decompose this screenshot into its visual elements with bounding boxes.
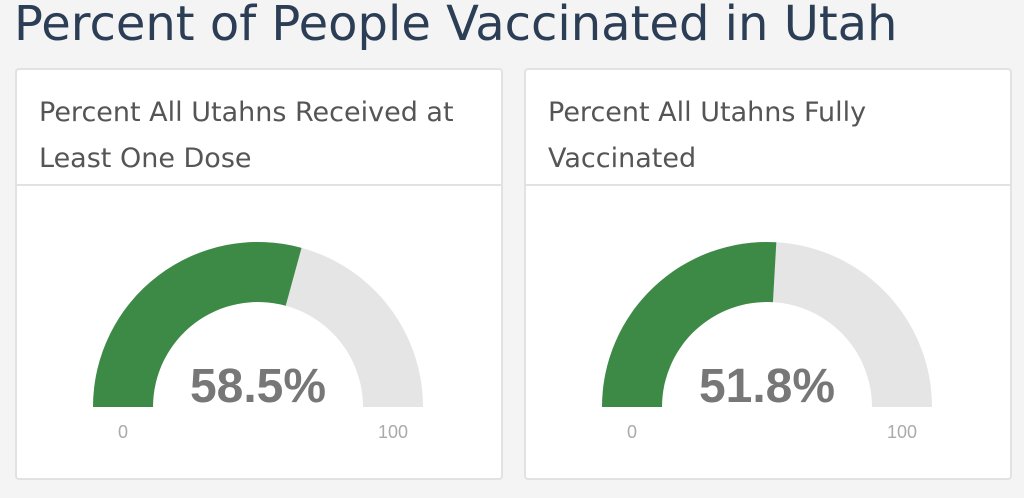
gauge: 58.5% 0 100 <box>93 242 423 442</box>
value-label: 51.8% <box>699 360 835 413</box>
tick-label: 100 <box>378 422 408 442</box>
gauge-card: Percent All Utahns Fully Vaccinated 51.8… <box>524 68 1012 480</box>
card-title: Percent All Utahns Received at Least One… <box>17 70 501 186</box>
card-title: Percent All Utahns Fully Vaccinated <box>526 70 1010 186</box>
tick-label: 0 <box>627 422 637 442</box>
gauge-fill <box>602 242 777 407</box>
page-title: Percent of People Vaccinated in Utah <box>14 0 898 52</box>
value-label: 58.5% <box>190 360 326 413</box>
gauge: 51.8% 0 100 <box>602 242 932 442</box>
tick-label: 100 <box>887 422 917 442</box>
tick-label: 0 <box>118 422 128 442</box>
gauge-fill <box>93 242 302 407</box>
gauge-card: Percent All Utahns Received at Least One… <box>15 68 503 480</box>
